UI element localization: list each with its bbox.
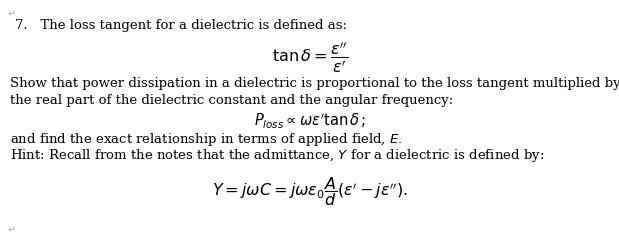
Text: and find the exact relationship in terms of applied field, $E.$: and find the exact relationship in terms… (10, 131, 402, 148)
Text: Show that power dissipation in a dielectric is proportional to the loss tangent : Show that power dissipation in a dielect… (10, 77, 619, 90)
Text: $\tan \delta = \dfrac{\varepsilon''}{\varepsilon'}$: $\tan \delta = \dfrac{\varepsilon''}{\va… (272, 39, 348, 75)
Text: 7.   The loss tangent for a dielectric is defined as:: 7. The loss tangent for a dielectric is … (15, 19, 347, 32)
Text: ↵: ↵ (8, 225, 16, 235)
Text: $Y = j\omega C = j\omega\varepsilon_0\dfrac{A}{d}(\varepsilon' - j\varepsilon''): $Y = j\omega C = j\omega\varepsilon_0\df… (212, 175, 408, 208)
Text: Hint: Recall from the notes that the admittance, $Y$ for a dielectric is defined: Hint: Recall from the notes that the adm… (10, 147, 544, 164)
Text: ↵: ↵ (8, 9, 16, 19)
Text: $P_{loss} \propto \omega\varepsilon'\mathrm{tan}\, \delta\,;$: $P_{loss} \propto \omega\varepsilon'\mat… (254, 112, 366, 131)
Text: the real part of the dielectric constant and the angular frequency:: the real part of the dielectric constant… (10, 94, 453, 107)
